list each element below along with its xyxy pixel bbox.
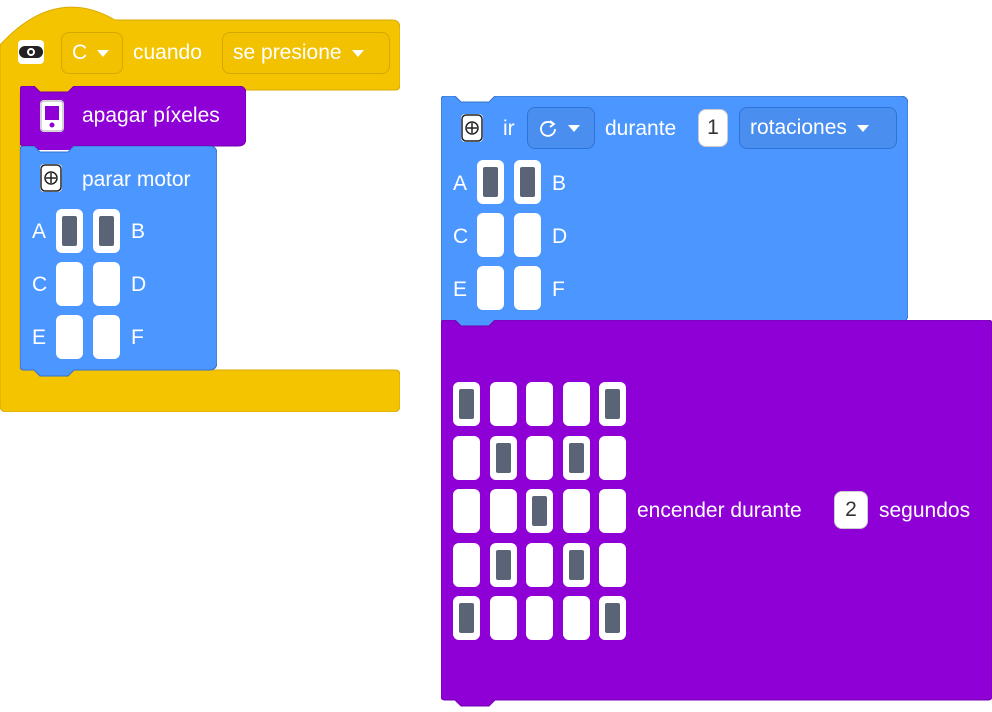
run-motor-block[interactable]: ir durante 1 rotaciones A B C D E F [441, 96, 908, 328]
pixel-r1-c2[interactable] [489, 382, 517, 426]
pixel-r3-c4[interactable] [562, 489, 590, 533]
hub-button-dropdown[interactable]: C [61, 32, 123, 74]
pixel-r4-c4[interactable] [562, 542, 590, 587]
chevron-down-icon [351, 49, 364, 57]
port-c-toggle[interactable] [477, 213, 504, 257]
pixel-r5-c3[interactable] [526, 596, 553, 640]
unit-dropdown[interactable]: rotaciones [739, 107, 897, 149]
pixel-r5-c5[interactable] [599, 596, 626, 640]
pixel-r2-c5[interactable] [599, 435, 626, 480]
action-value: se presione [233, 41, 342, 64]
pixel-r4-c1[interactable] [453, 542, 480, 587]
port-e-toggle[interactable] [477, 266, 504, 310]
pixel-r1-c3[interactable] [526, 382, 553, 426]
unit-value: rotaciones [750, 116, 847, 139]
port-a-toggle[interactable] [56, 209, 83, 253]
clockwise-icon [538, 118, 558, 138]
pixel-r1-c1[interactable] [453, 382, 480, 426]
port-label-e: E [453, 278, 468, 301]
pixel-r5-c1[interactable] [453, 596, 480, 640]
port-c-toggle[interactable] [56, 262, 83, 306]
port-b-toggle[interactable] [93, 209, 120, 253]
pixel-r1-c5[interactable] [599, 382, 626, 426]
port-label-c: C [32, 273, 48, 296]
pixel-r3-c3[interactable] [526, 489, 553, 533]
run-go-label: ir [503, 117, 515, 140]
light-unit-label: segundos [879, 499, 971, 522]
pixel-r5-c4[interactable] [562, 596, 590, 640]
clear-pixels-block[interactable]: apagar píxeles [20, 86, 246, 150]
motor-icon [40, 164, 62, 192]
light-up-block[interactable]: encender durante 2 segundos [441, 320, 992, 712]
seconds-input[interactable]: 2 [834, 491, 868, 529]
port-label-b: B [552, 172, 567, 195]
pixel-r4-c2[interactable] [489, 542, 517, 587]
direction-dropdown[interactable] [527, 107, 595, 149]
pixel-r5-c2[interactable] [489, 596, 517, 640]
chevron-down-icon [856, 124, 869, 132]
motor-icon [461, 114, 483, 142]
pixel-r4-c3[interactable] [526, 542, 553, 587]
pixel-r2-c1[interactable] [453, 435, 480, 480]
port-label-f: F [552, 278, 565, 301]
port-f-toggle[interactable] [514, 266, 541, 310]
port-b-toggle[interactable] [514, 160, 541, 204]
port-label-e: E [32, 326, 47, 349]
pixel-r2-c2[interactable] [489, 435, 517, 480]
light-matrix-icon [40, 100, 64, 132]
pixel-r2-c4[interactable] [562, 435, 590, 480]
port-d-toggle[interactable] [514, 213, 541, 257]
port-d-toggle[interactable] [93, 262, 120, 306]
hub-button-value: C [72, 41, 88, 64]
port-label-c: C [453, 225, 469, 248]
pixel-r3-c5[interactable] [599, 489, 626, 533]
port-label-d: D [552, 225, 568, 248]
pixel-r3-c2[interactable] [489, 489, 517, 533]
port-label-b: B [131, 220, 146, 243]
hub-button-icon [18, 40, 44, 64]
pixel-r2-c3[interactable] [526, 435, 553, 480]
amount-input[interactable]: 1 [698, 109, 728, 147]
port-label-f: F [131, 326, 144, 349]
pixel-r4-c5[interactable] [599, 542, 626, 587]
port-label-d: D [131, 273, 147, 296]
pixel-r3-c1[interactable] [453, 489, 480, 533]
pixel-grid[interactable] [453, 382, 628, 642]
stop-motor-block[interactable]: parar motor A B C D E F [20, 146, 217, 380]
run-for-label: durante [605, 117, 677, 140]
port-e-toggle[interactable] [56, 315, 83, 359]
port-a-toggle[interactable] [477, 160, 504, 204]
port-f-toggle[interactable] [93, 315, 120, 359]
port-label-a: A [453, 172, 468, 195]
pixel-r1-c4[interactable] [562, 382, 590, 426]
light-on-label: encender durante [637, 499, 802, 522]
stop-motor-label: parar motor [82, 168, 191, 191]
clear-pixels-label: apagar píxeles [82, 104, 220, 127]
chevron-down-icon [568, 124, 580, 132]
port-label-a: A [32, 220, 47, 243]
event-label: cuando [133, 41, 202, 64]
action-dropdown[interactable]: se presione [222, 32, 390, 74]
chevron-down-icon [97, 49, 110, 57]
